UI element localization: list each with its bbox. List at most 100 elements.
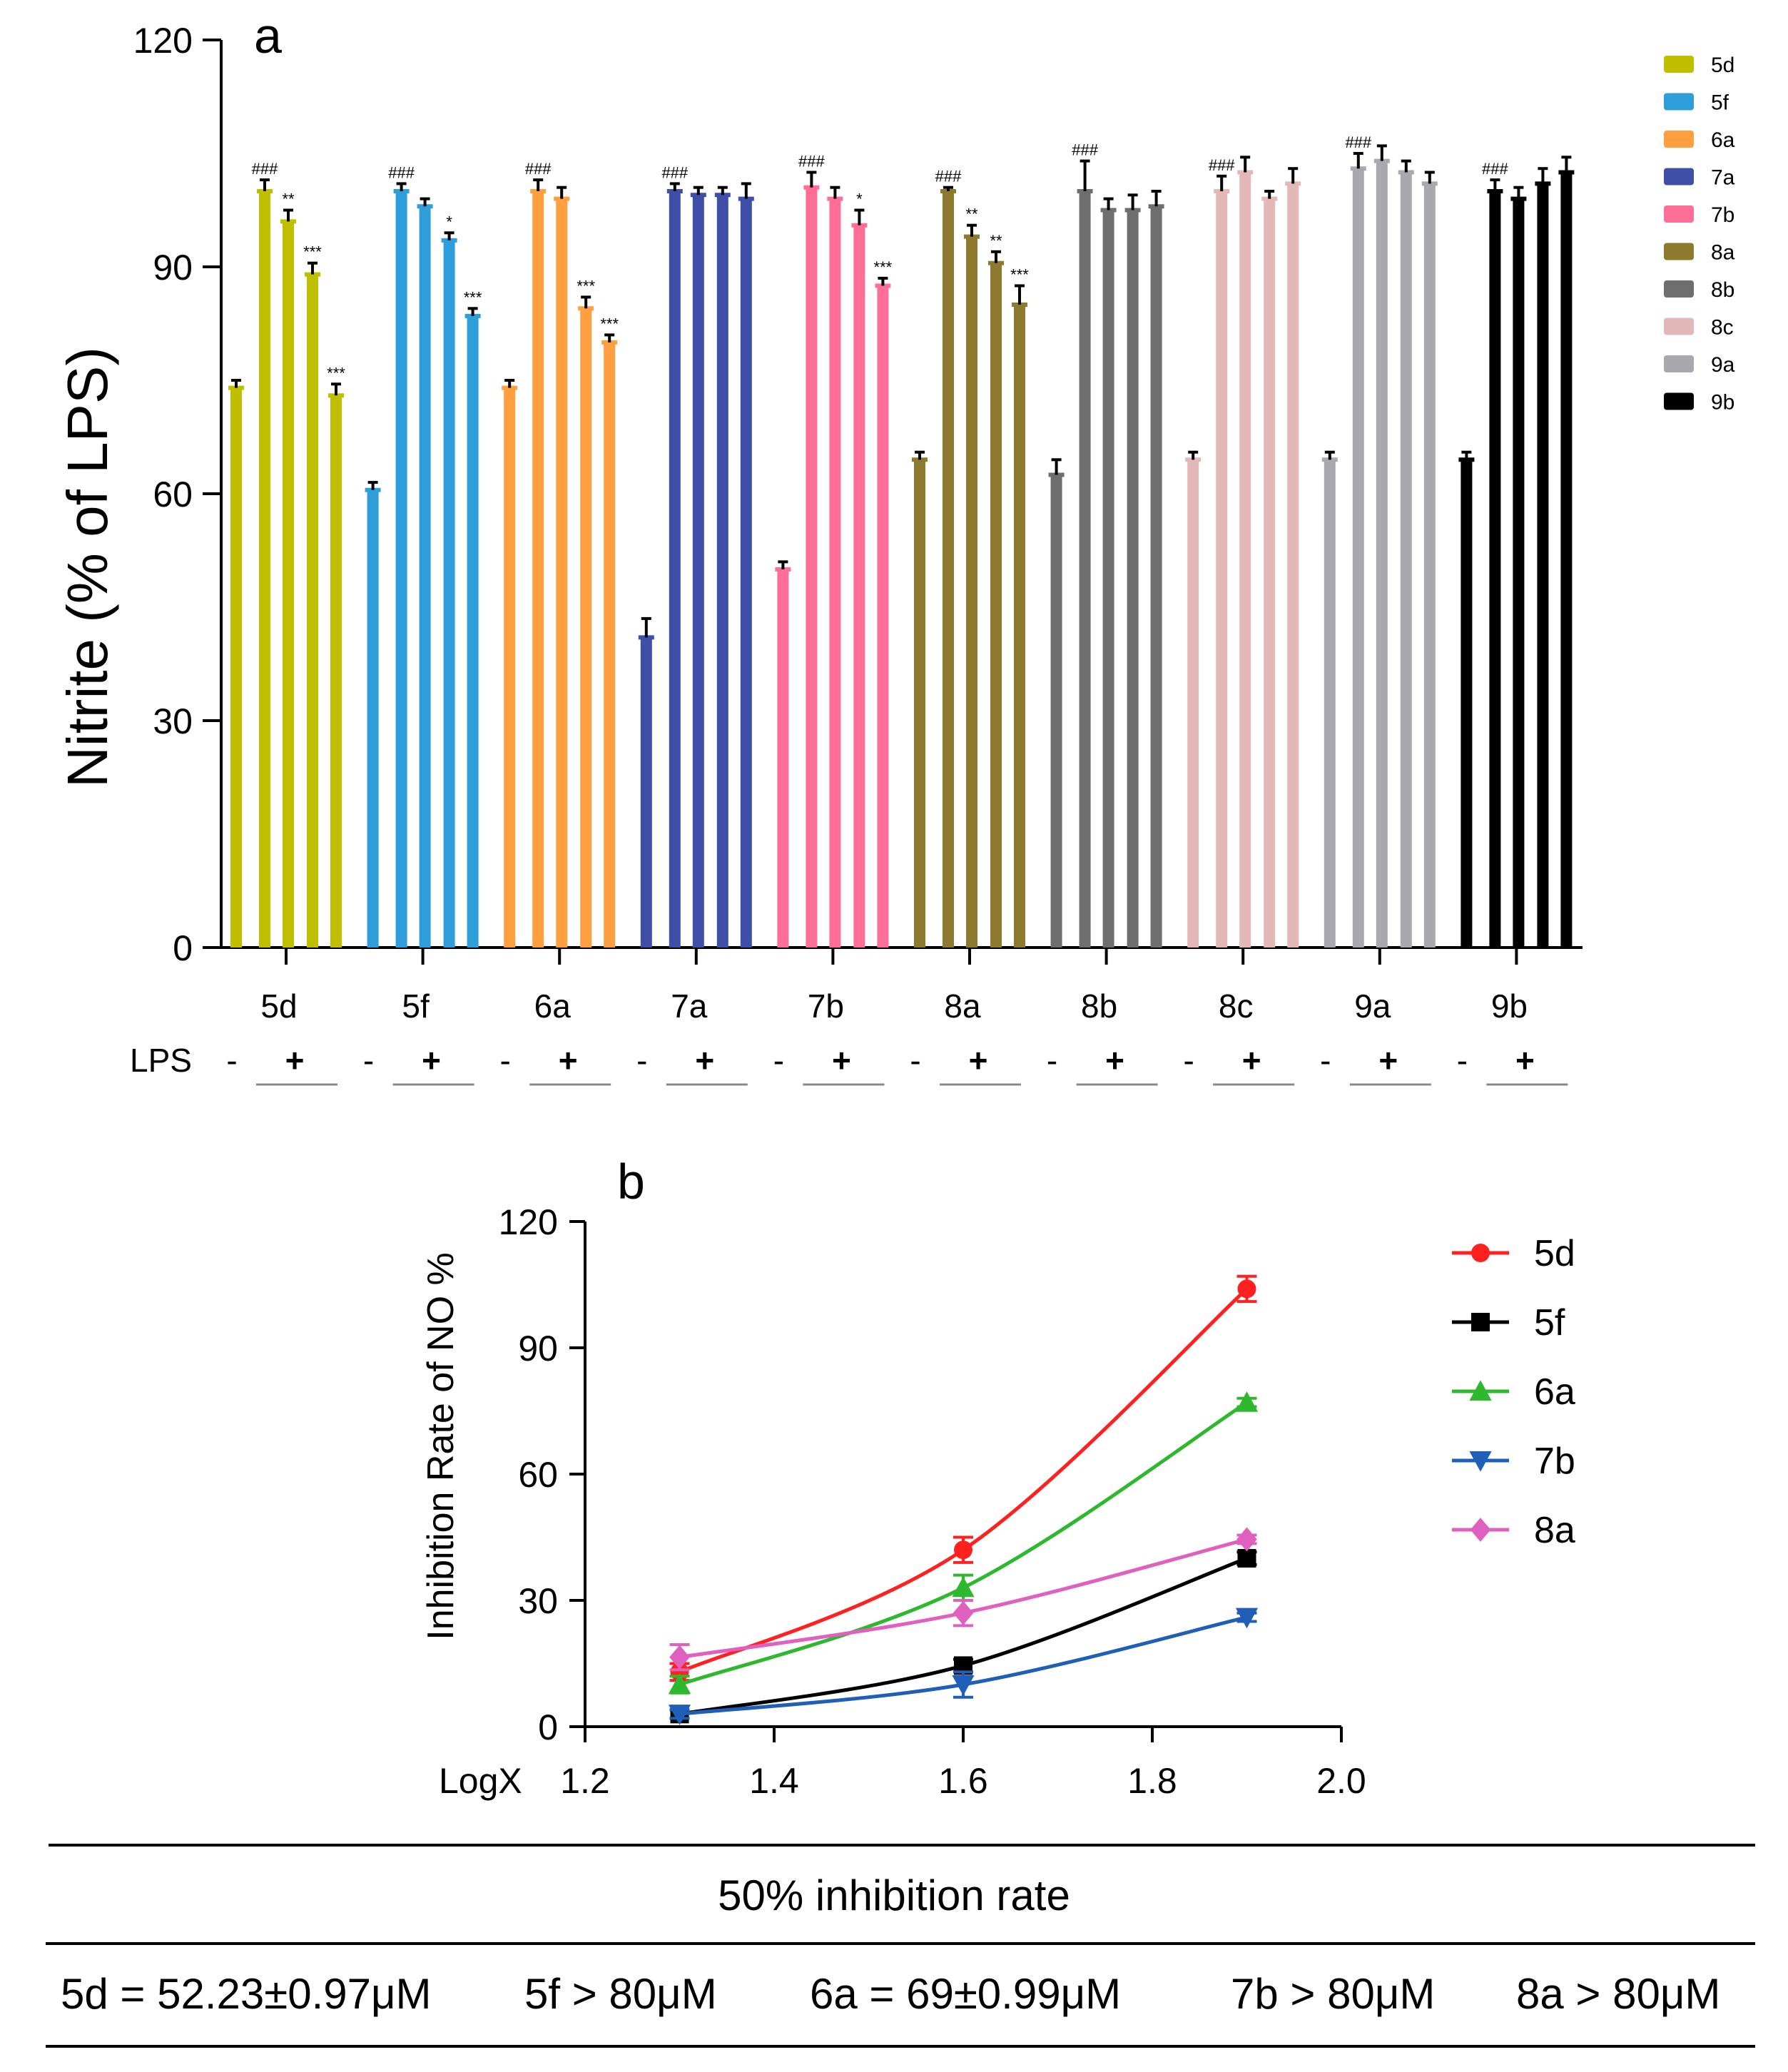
bar-9a-1	[1352, 168, 1364, 948]
bar-8b-0	[1050, 474, 1062, 948]
panel-a-lps-row: LPS - + - + - + - + - + - + - + - + - + - +	[130, 1042, 1568, 1086]
panel-a-y-axis: 0 30 60 90 120	[133, 21, 223, 968]
bar-6a-2	[556, 198, 568, 948]
lps-plus-sign: +	[1105, 1042, 1124, 1079]
lps-minus-sign: -	[226, 1042, 237, 1079]
point-6a-2	[1235, 1391, 1259, 1412]
y-tick-label: 90	[153, 248, 193, 288]
bar-7a-0	[640, 637, 652, 948]
x-tick-label-6a: 6a	[534, 987, 572, 1025]
legend-swatch-9b	[1664, 392, 1694, 410]
bar-6a-3	[580, 308, 592, 948]
significance-mark: ###	[252, 160, 278, 178]
lps-minus-sign: -	[1457, 1042, 1468, 1079]
table-top-rule	[49, 1844, 1755, 1847]
lps-minus-sign: -	[500, 1042, 511, 1079]
bar-9b-0	[1461, 459, 1473, 948]
legend-label-5f: 5f	[1711, 91, 1729, 115]
bar-7a-1	[669, 191, 681, 948]
panel-a: a Nitrite (% of LPS) 0 30 60 90 120 5d 5f 6a 7a…	[56, 8, 1735, 1086]
point-7b-2	[1235, 1608, 1259, 1629]
panel-b-x-axis-title: LogX	[439, 1761, 522, 1801]
bar-5f-1	[395, 191, 407, 948]
legend-label-8c: 8c	[1711, 316, 1734, 340]
x-tick-label-8b: 8b	[1081, 987, 1117, 1025]
legend-marker-7b	[1469, 1451, 1492, 1472]
lps-label: LPS	[130, 1042, 192, 1079]
table-cell-6a: 6a = 69±0.99μM	[810, 1970, 1122, 2018]
bar-5f-2	[419, 206, 431, 948]
legend-label-6a: 6a	[1534, 1371, 1575, 1413]
significance-mark: ***	[600, 315, 619, 332]
bar-5d-3	[307, 274, 318, 948]
legend-label-9b: 9b	[1711, 391, 1734, 415]
panel-a-y-axis-title: Nitrite (% of LPS)	[56, 347, 119, 788]
bar-8c-3	[1264, 198, 1276, 948]
point-5f-2	[1237, 1549, 1256, 1568]
bar-8a-0	[914, 459, 925, 948]
y-tick-label: 60	[153, 474, 193, 514]
bar-8c-4	[1287, 183, 1299, 948]
x-tick-label-9a: 9a	[1354, 987, 1391, 1025]
legend-label-6a: 6a	[1711, 128, 1735, 152]
legend-marker-5d	[1471, 1244, 1490, 1262]
significance-mark: ###	[525, 160, 552, 178]
table-cell-5d: 5d = 52.23±0.97μM	[61, 1970, 432, 2018]
panel-a-bars: ###********###****###******######****###…	[228, 133, 1575, 948]
lps-minus-sign: -	[773, 1042, 784, 1079]
bar-5d-0	[230, 387, 242, 948]
significance-mark: **	[990, 232, 1002, 250]
legend-label-5d: 5d	[1711, 54, 1734, 77]
panel-a-label: a	[254, 8, 282, 64]
significance-mark: ***	[464, 288, 482, 306]
bar-7a-4	[740, 198, 752, 948]
significance-mark: *	[856, 191, 863, 208]
bar-5f-4	[467, 315, 479, 948]
lps-minus-sign: -	[363, 1042, 374, 1079]
bar-8b-3	[1127, 210, 1139, 948]
bar-9b-2	[1513, 198, 1525, 948]
table-bottom-rule	[46, 2045, 1755, 2048]
legend-swatch-7a	[1664, 168, 1694, 186]
lps-plus-sign: +	[695, 1042, 714, 1079]
significance-mark: *	[446, 213, 452, 230]
point-8a-2	[1236, 1527, 1257, 1552]
legend-swatch-6a	[1664, 131, 1694, 148]
point-5d-2	[1237, 1279, 1256, 1299]
bar-5d-4	[330, 395, 342, 948]
panel-b-legend: 5d 5f 6a 7b 8a	[1452, 1233, 1575, 1551]
bar-9b-1	[1489, 191, 1501, 948]
panel-a-legend: 5d 5f 6a 7a 7b 8a 8b 8c 9a 9b	[1664, 54, 1735, 415]
significance-mark: ###	[1345, 133, 1371, 151]
point-8a-0	[669, 1645, 690, 1670]
y-tick-label: 30	[518, 1581, 558, 1621]
panel-b: b Inhibition Rate of NO % LogX 0 30 60 90 12…	[420, 1154, 1575, 1801]
x-tick-label-7b: 7b	[808, 987, 844, 1025]
bar-5d-1	[259, 191, 270, 948]
significance-mark: **	[282, 191, 295, 208]
legend-label-7b: 7b	[1534, 1441, 1575, 1482]
bar-7b-0	[777, 569, 789, 948]
significance-mark: ###	[388, 163, 415, 181]
bar-8a-1	[943, 191, 954, 948]
bar-5f-0	[367, 489, 379, 948]
legend-label-7b: 7b	[1711, 203, 1734, 227]
x-tick-label: 1.2	[560, 1761, 610, 1801]
table-row: 5d = 52.23±0.97μM 5f > 80μM 6a = 69±0.99…	[43, 1969, 1755, 2033]
legend-swatch-5f	[1664, 93, 1694, 111]
significance-mark: ***	[327, 364, 345, 382]
bar-9b-4	[1560, 172, 1573, 948]
bar-8b-1	[1079, 191, 1091, 948]
legend-swatch-5d	[1664, 56, 1694, 73]
bar-9a-2	[1376, 161, 1388, 948]
point-7b-1	[952, 1675, 975, 1696]
x-tick-label-8c: 8c	[1219, 987, 1254, 1025]
point-5d-1	[954, 1540, 972, 1560]
x-tick-label: 1.4	[749, 1761, 799, 1801]
significance-mark: ***	[1010, 266, 1029, 284]
x-tick-label: 1.6	[938, 1761, 988, 1801]
lps-plus-sign: +	[285, 1042, 305, 1079]
lps-minus-sign: -	[1184, 1042, 1194, 1079]
x-tick-label: 2.0	[1316, 1761, 1366, 1801]
